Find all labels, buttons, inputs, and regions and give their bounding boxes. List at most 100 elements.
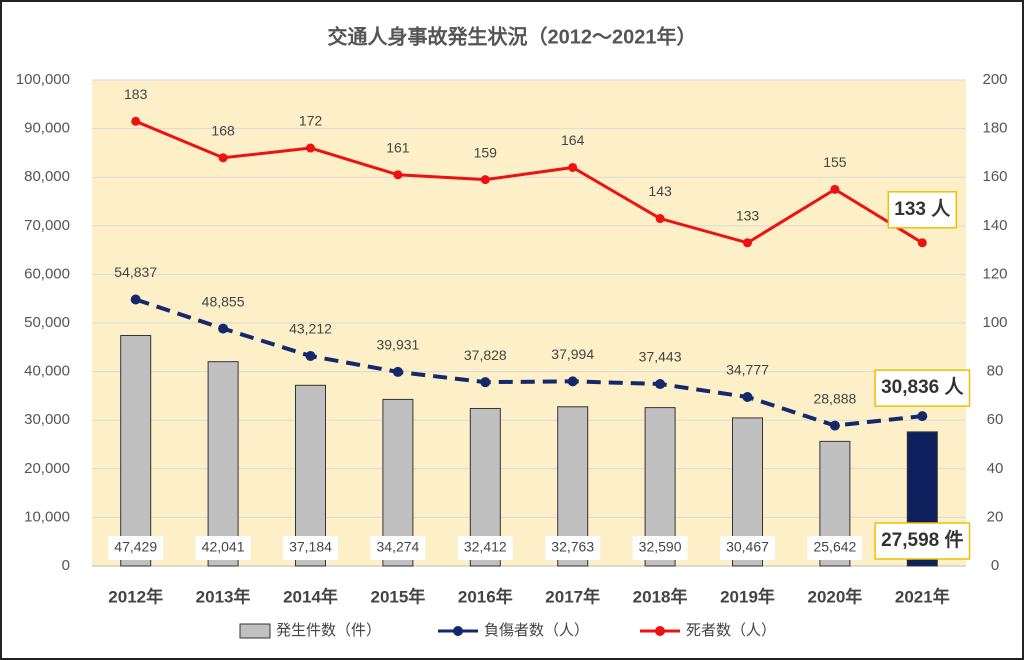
label-box bbox=[874, 369, 971, 407]
bar bbox=[295, 384, 326, 567]
value-label: 168 bbox=[211, 122, 235, 138]
point bbox=[480, 175, 490, 185]
label-box bbox=[874, 522, 971, 560]
value-label: 25,642 bbox=[813, 539, 856, 555]
point bbox=[480, 377, 491, 388]
point bbox=[131, 116, 141, 126]
bar bbox=[207, 361, 239, 567]
x-tick-label: 2012年 bbox=[108, 586, 163, 606]
point bbox=[218, 323, 229, 334]
value-label: 143 bbox=[648, 183, 672, 199]
y-tick-label: 60,000 bbox=[24, 265, 70, 282]
value-label: 164 bbox=[561, 132, 585, 148]
label-box bbox=[457, 536, 513, 560]
value-label-group: 133 人 bbox=[887, 191, 958, 229]
label-box bbox=[108, 536, 164, 560]
value-label: 159 bbox=[474, 144, 498, 160]
x-tick-label: 2014年 bbox=[283, 586, 338, 606]
value-label-group: 32,590 bbox=[632, 536, 688, 560]
value-label-group: 30,467 bbox=[720, 536, 775, 560]
x-tick-label: 2020年 bbox=[807, 586, 862, 606]
value-label: 37,994 bbox=[551, 346, 594, 362]
value-label: 27,598 件 bbox=[881, 528, 963, 551]
value-label-group: 32,412 bbox=[457, 536, 513, 560]
point bbox=[655, 379, 666, 390]
value-label: 54,837 bbox=[114, 264, 157, 280]
y2-tick-label: 160 bbox=[982, 168, 1007, 185]
y2-tick-label: 140 bbox=[982, 217, 1007, 234]
value-label: 133 人 bbox=[894, 198, 951, 220]
x-tick-label: 2021年 bbox=[895, 586, 950, 606]
point bbox=[829, 420, 840, 431]
value-label: 32,590 bbox=[639, 539, 682, 555]
value-label-group: 47,429 bbox=[108, 536, 164, 560]
series-line bbox=[135, 119, 924, 245]
value-label: 32,412 bbox=[464, 539, 507, 555]
y2-tick-label: 0 bbox=[991, 557, 999, 574]
value-label-group: 27,598 件 bbox=[874, 522, 971, 560]
point bbox=[392, 366, 403, 377]
legend-label: 負傷者数（人） bbox=[484, 622, 589, 639]
value-label: 28,888 bbox=[813, 390, 856, 406]
x-tick-label: 2013年 bbox=[196, 586, 251, 606]
y2-tick-label: 40 bbox=[987, 460, 1004, 477]
point bbox=[218, 153, 228, 163]
value-label-group: 42,041 bbox=[195, 536, 251, 560]
y-tick-label: 100,000 bbox=[16, 71, 70, 88]
label-box bbox=[370, 536, 426, 560]
point bbox=[393, 170, 403, 180]
x-tick-label: 2018年 bbox=[633, 586, 688, 606]
value-label: 30,836 人 bbox=[881, 376, 964, 398]
point bbox=[130, 294, 141, 305]
value-label: 32,763 bbox=[551, 539, 594, 555]
y-tick-label: 70,000 bbox=[24, 217, 70, 234]
label-box bbox=[195, 536, 251, 560]
point bbox=[306, 143, 315, 153]
point bbox=[917, 411, 928, 422]
legend-marker bbox=[453, 626, 463, 636]
y2-tick-label: 100 bbox=[982, 314, 1007, 331]
point bbox=[567, 376, 578, 387]
label-box bbox=[283, 536, 338, 560]
value-label: 48,855 bbox=[202, 293, 245, 309]
y-tick-label: 90,000 bbox=[24, 120, 70, 137]
point bbox=[743, 238, 752, 248]
value-label-group: 25,642 bbox=[807, 536, 863, 560]
value-label: 30,467 bbox=[726, 539, 769, 555]
x-tick-label: 2015年 bbox=[370, 586, 425, 606]
value-label-group: 34,274 bbox=[370, 536, 426, 560]
legend-label: 死者数（人） bbox=[686, 622, 776, 639]
x-tick-label: 2016年 bbox=[458, 586, 513, 606]
y-tick-label: 30,000 bbox=[24, 411, 70, 428]
legend-swatch bbox=[239, 623, 271, 639]
series-line bbox=[135, 297, 923, 428]
value-label-group: 37,184 bbox=[283, 536, 338, 560]
value-label: 155 bbox=[823, 154, 847, 170]
y2-tick-label: 120 bbox=[982, 265, 1007, 282]
x-tick-label: 2017年 bbox=[545, 586, 600, 606]
y-tick-label: 0 bbox=[62, 557, 70, 574]
value-label: 42,041 bbox=[202, 539, 245, 555]
y2-tick-label: 180 bbox=[982, 120, 1007, 137]
legend-label: 発生件数（件） bbox=[276, 622, 381, 639]
point bbox=[568, 162, 578, 172]
value-label: 37,184 bbox=[289, 539, 332, 555]
value-label-group: 30,836 人 bbox=[874, 369, 971, 407]
point bbox=[830, 184, 840, 194]
label-box bbox=[545, 536, 601, 560]
value-label: 43,212 bbox=[289, 321, 332, 337]
y-tick-label: 80,000 bbox=[24, 168, 70, 185]
label-box bbox=[632, 536, 688, 560]
value-label: 161 bbox=[386, 139, 410, 155]
value-label: 172 bbox=[299, 113, 323, 129]
bar bbox=[120, 334, 152, 567]
label-box bbox=[807, 536, 863, 560]
label-box bbox=[720, 536, 775, 560]
label-box bbox=[887, 191, 958, 229]
value-label: 133 bbox=[736, 208, 760, 224]
value-label: 34,777 bbox=[726, 362, 769, 378]
point bbox=[305, 350, 316, 361]
y2-tick-label: 80 bbox=[987, 363, 1004, 380]
value-label: 183 bbox=[124, 86, 148, 102]
